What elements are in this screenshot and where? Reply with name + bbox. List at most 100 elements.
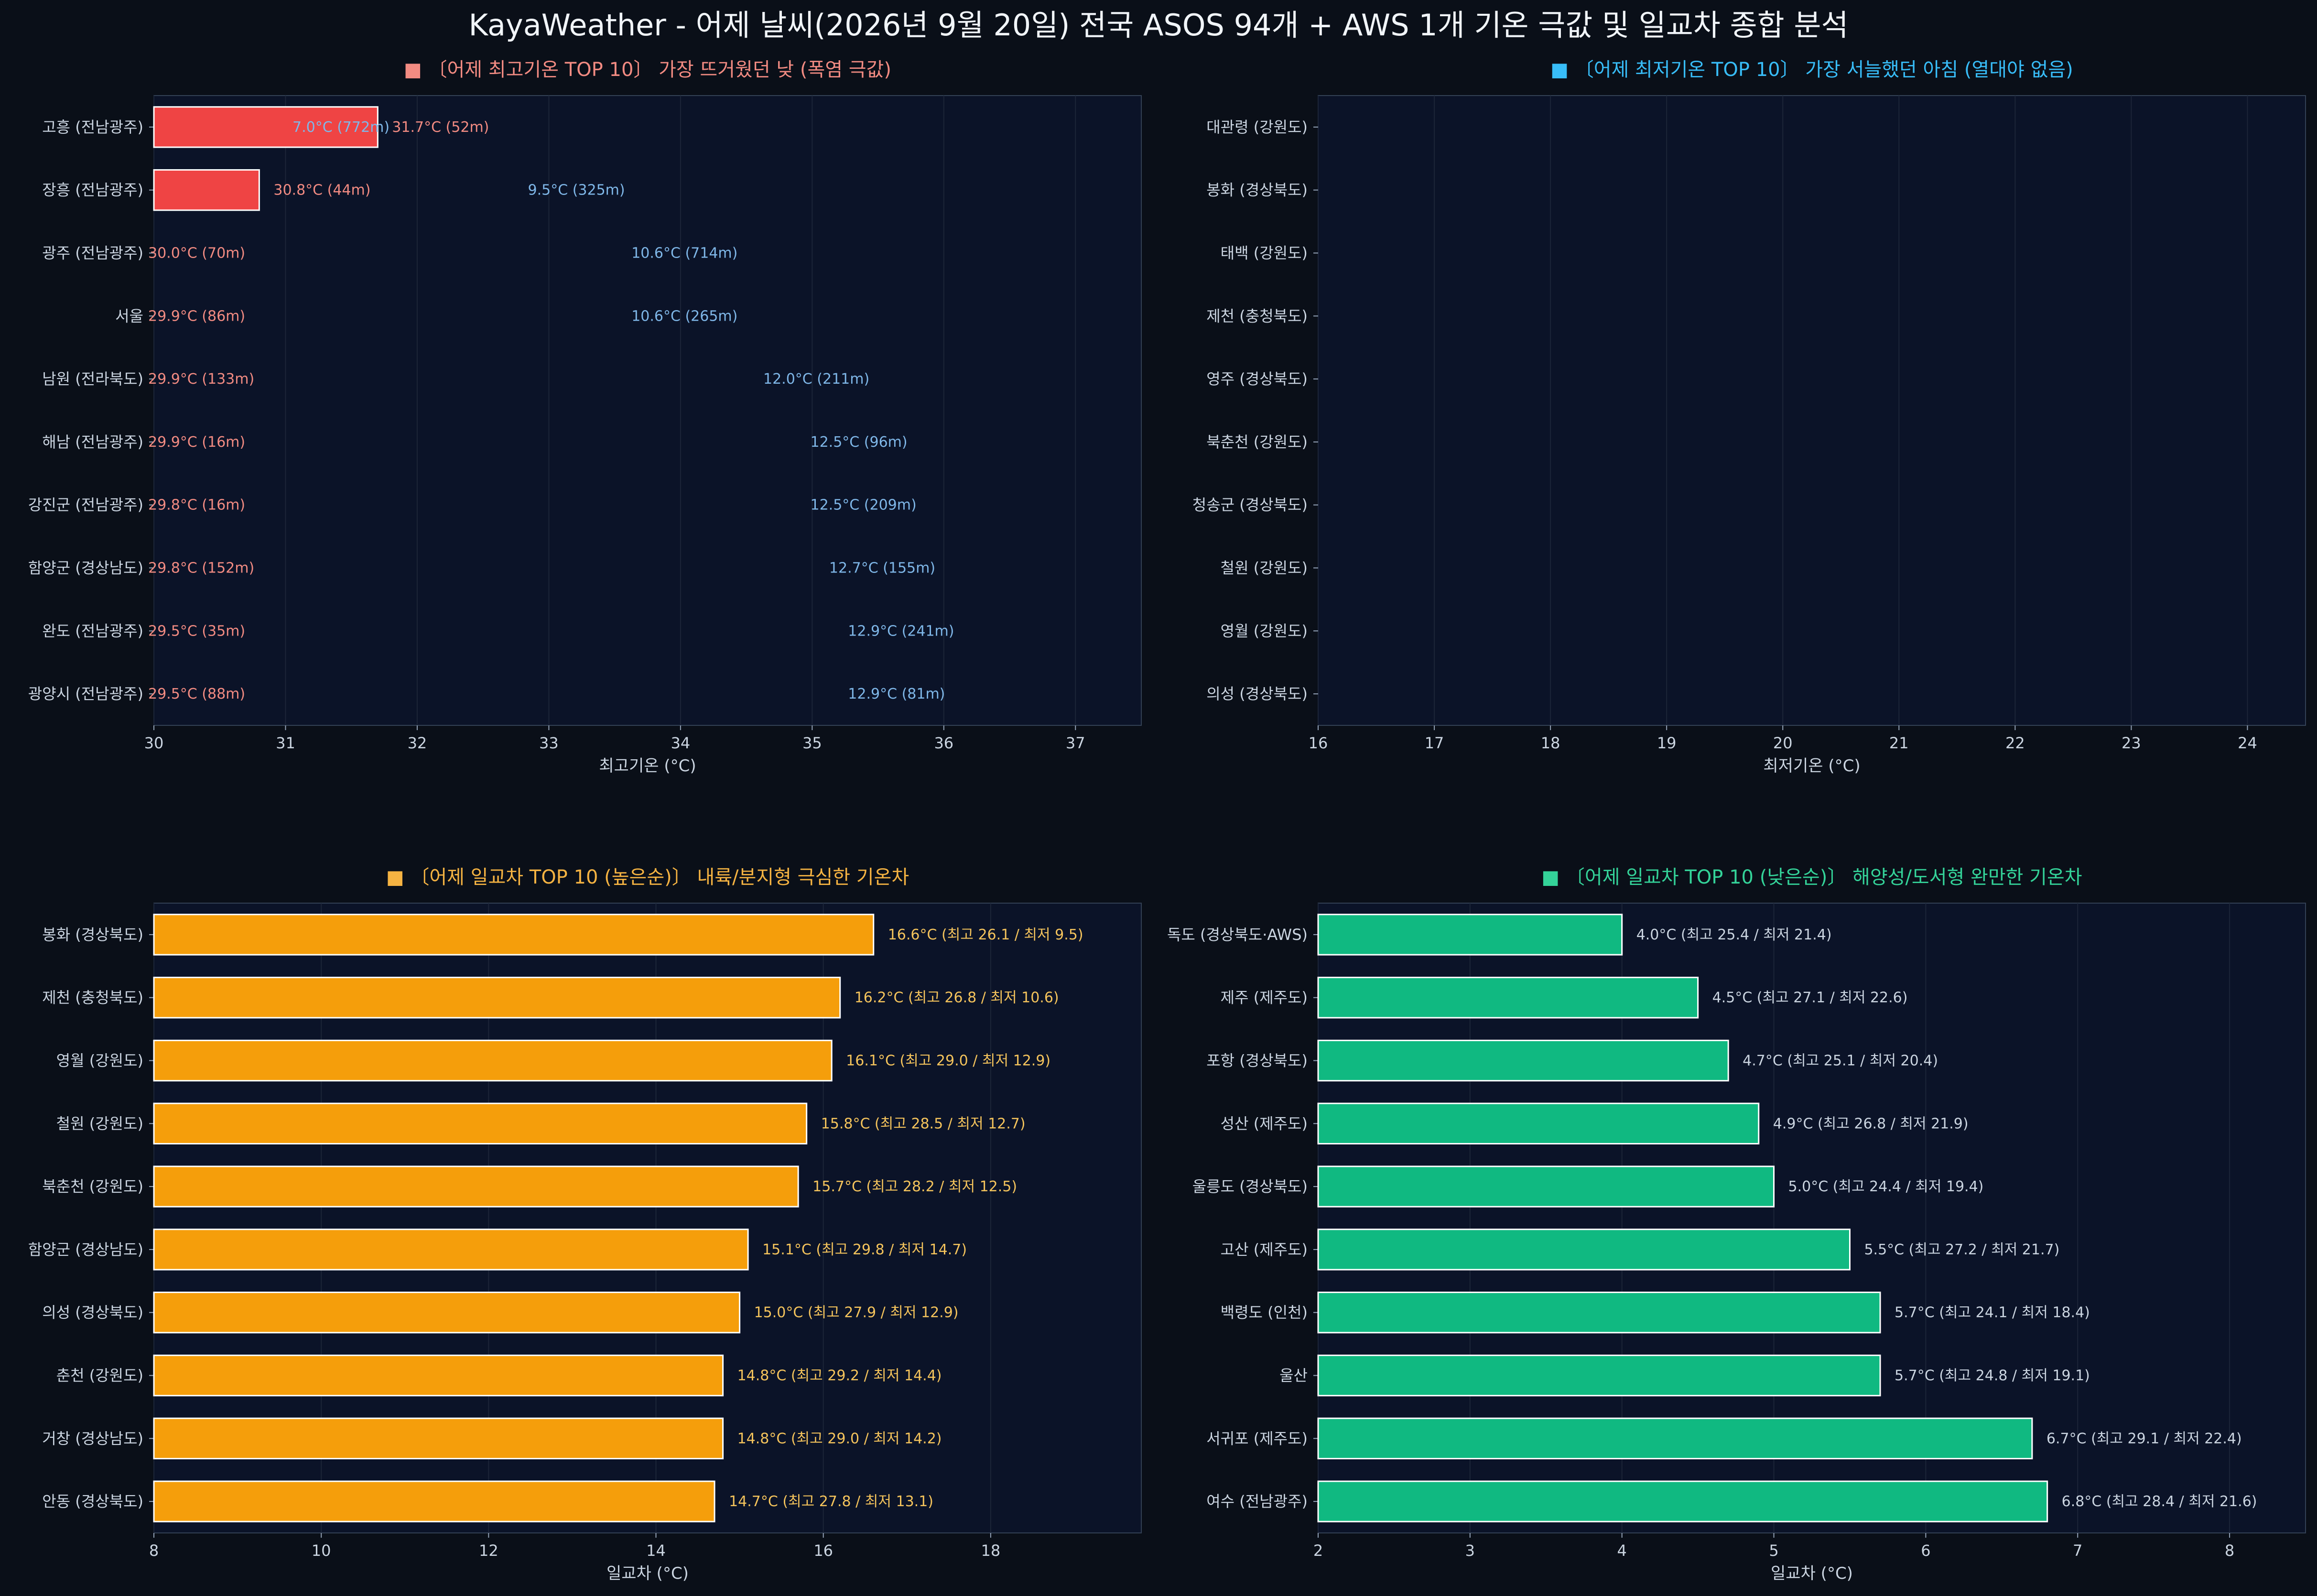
bar-range-high — [153, 1417, 724, 1459]
bar-range-low — [1317, 1229, 1851, 1271]
overlay-label-min-temp: 10.6°C (714m) — [631, 245, 737, 262]
data-label-range-low: 4.9°C (최고 26.8 / 최저 21.9) — [1773, 1115, 1969, 1132]
data-label-range-low: 5.7°C (최고 24.8 / 최저 19.1) — [1895, 1368, 2090, 1384]
y-tick-label-range-high: 제천 (충청북도) — [42, 989, 143, 1007]
x-tick-label-range-high: 16 — [813, 1542, 833, 1560]
x-tick-label-range-low: 7 — [2073, 1542, 2082, 1560]
y-tick-label-range-high: 북춘천 (강원도) — [42, 1177, 143, 1196]
x-axis-title-min-temp: 최저기온 (°C) — [1763, 756, 1860, 776]
bar-range-low — [1317, 1102, 1760, 1144]
data-label-max-temp: 29.5°C (88m) — [148, 686, 245, 702]
panel-title-range-low: ■ 〔어제 일교차 TOP 10 (낮은순)〕 해양성/도서형 완만한 기온차 — [1541, 866, 2082, 888]
data-label-max-temp: 29.9°C (133m) — [148, 371, 254, 388]
panel-title-range-high: ■ 〔어제 일교차 TOP 10 (높은순)〕 내륙/분지형 극심한 기온차 — [386, 866, 909, 888]
data-label-range-low: 5.5°C (최고 27.2 / 최저 21.7) — [1864, 1241, 2059, 1258]
y-tick-label-max-temp: 강진군 (전남광주) — [28, 496, 143, 514]
y-tick-label-max-temp: 해남 (전남광주) — [42, 433, 143, 451]
panel-title-max-temp: ■ 〔어제 최고기온 TOP 10〕 가장 뜨거웠던 낮 (폭염 극값) — [404, 59, 891, 81]
plot-area-max-temp — [153, 95, 1142, 726]
y-tick-label-max-temp: 남원 (전라북도) — [42, 370, 143, 388]
y-tick-label-min-temp: 의성 (경상북도) — [1206, 685, 1308, 703]
overlay-label-min-temp: 12.5°C (209m) — [811, 497, 917, 514]
overlay-label-min-temp: 12.9°C (81m) — [848, 686, 945, 702]
x-axis-title-range-high: 일교차 (°C) — [606, 1564, 689, 1583]
bar-range-high — [153, 977, 841, 1019]
bar-range-high — [153, 914, 875, 956]
bar-range-low — [1317, 1480, 2048, 1522]
data-label-range-high: 16.2°C (최고 26.8 / 최저 10.6) — [855, 990, 1059, 1006]
x-tick-label-range-low: 2 — [1313, 1542, 1323, 1560]
data-label-max-temp: 29.9°C (16m) — [148, 434, 245, 451]
y-tick-label-min-temp: 청송군 (경상북도) — [1192, 496, 1308, 514]
x-tick-label-max-temp: 37 — [1066, 734, 1085, 752]
x-tick-label-max-temp: 30 — [144, 734, 164, 752]
y-tick-label-range-low: 성산 (제주도) — [1221, 1114, 1308, 1132]
bar-range-low — [1317, 1039, 1729, 1082]
data-label-max-temp: 30.0°C (70m) — [148, 245, 245, 262]
overlay-label-min-temp: 7.0°C (772m) — [292, 119, 390, 136]
data-label-range-low: 5.0°C (최고 24.4 / 최저 19.4) — [1788, 1178, 1984, 1195]
bar-range-high — [153, 1354, 724, 1397]
x-tick-label-max-temp: 31 — [276, 734, 295, 752]
data-label-max-temp: 29.8°C (16m) — [148, 497, 245, 514]
y-tick-label-range-high: 봉화 (경상북도) — [42, 926, 143, 944]
y-tick-label-min-temp: 철원 (강원도) — [1221, 559, 1308, 577]
overlay-label-min-temp: 12.9°C (241m) — [848, 623, 954, 639]
x-tick-label-range-high: 10 — [312, 1542, 331, 1560]
x-tick-label-min-temp: 24 — [2238, 734, 2257, 752]
data-label-range-high: 15.1°C (최고 29.8 / 최저 14.7) — [762, 1241, 967, 1258]
bar-range-high — [153, 1039, 833, 1082]
data-label-range-low: 5.7°C (최고 24.1 / 최저 18.4) — [1895, 1305, 2090, 1321]
bar-range-high — [153, 1165, 799, 1208]
data-label-range-high: 14.7°C (최고 27.8 / 최저 13.1) — [729, 1493, 933, 1510]
y-tick-label-min-temp: 영월 (강원도) — [1221, 622, 1308, 640]
bar-range-high — [153, 1292, 741, 1334]
y-tick-label-min-temp: 대관령 (강원도) — [1206, 118, 1308, 136]
data-label-max-temp: 30.8°C (44m) — [273, 182, 370, 199]
y-tick-label-range-low: 고산 (제주도) — [1221, 1240, 1308, 1259]
x-axis-title-max-temp: 최고기온 (°C) — [599, 756, 696, 776]
x-tick-label-range-high: 8 — [149, 1542, 159, 1560]
y-tick-label-range-low: 서귀포 (제주도) — [1206, 1429, 1308, 1447]
x-axis-title-range-low: 일교차 (°C) — [1771, 1564, 1853, 1583]
overlay-label-min-temp: 12.5°C (96m) — [811, 434, 908, 451]
bar-range-low — [1317, 914, 1623, 956]
bar-range-low — [1317, 977, 1699, 1019]
x-tick-label-range-high: 18 — [981, 1542, 1000, 1560]
data-label-max-temp: 31.7°C (52m) — [392, 119, 489, 136]
main-title: KayaWeather - 어제 날씨(2026년 9월 20일) 전국 ASO… — [468, 8, 1849, 43]
data-label-range-high: 15.0°C (최고 27.9 / 최저 12.9) — [754, 1305, 959, 1321]
data-label-range-low: 6.8°C (최고 28.4 / 최저 21.6) — [2062, 1493, 2257, 1510]
bar-range-low — [1317, 1292, 1881, 1334]
y-tick-label-range-low: 울릉도 (경상북도) — [1192, 1177, 1308, 1196]
x-tick-label-range-low: 5 — [1769, 1542, 1778, 1560]
data-label-range-high: 16.6°C (최고 26.1 / 최저 9.5) — [888, 927, 1083, 943]
y-tick-label-min-temp: 제천 (충청북도) — [1206, 307, 1308, 325]
plot-area-min-temp — [1318, 95, 2306, 726]
y-tick-label-range-high: 안동 (경상북도) — [42, 1492, 143, 1510]
bar-range-high — [153, 1102, 808, 1144]
y-tick-label-min-temp: 봉화 (경상북도) — [1206, 181, 1308, 199]
y-tick-label-max-temp: 장흥 (전남광주) — [42, 181, 143, 199]
y-tick-label-range-high: 춘천 (강원도) — [56, 1367, 143, 1385]
y-tick-label-range-high: 철원 (강원도) — [56, 1114, 143, 1132]
x-tick-label-min-temp: 20 — [1773, 734, 1793, 752]
y-tick-label-range-high: 영월 (강원도) — [56, 1052, 143, 1070]
y-tick-label-range-high: 거창 (경상남도) — [42, 1429, 143, 1447]
x-tick-label-max-temp: 33 — [539, 734, 559, 752]
x-tick-label-min-temp: 17 — [1425, 734, 1444, 752]
x-tick-label-min-temp: 22 — [2005, 734, 2025, 752]
y-tick-label-range-low: 백령도 (인천) — [1221, 1304, 1308, 1322]
y-tick-label-range-low: 독도 (경상북도·AWS) — [1167, 926, 1308, 944]
bar-range-low — [1317, 1165, 1775, 1208]
y-tick-label-max-temp: 고흥 (전남광주) — [42, 118, 143, 136]
bar-range-high — [153, 1480, 715, 1522]
bar-range-low — [1317, 1417, 2033, 1459]
x-tick-label-max-temp: 36 — [934, 734, 953, 752]
x-tick-label-range-low: 8 — [2225, 1542, 2234, 1560]
y-tick-label-min-temp: 북춘천 (강원도) — [1206, 433, 1308, 451]
x-tick-label-min-temp: 18 — [1541, 734, 1560, 752]
data-label-range-low: 4.7°C (최고 25.1 / 최저 20.4) — [1743, 1053, 1938, 1069]
x-tick-label-range-high: 14 — [646, 1542, 666, 1560]
overlay-label-min-temp: 12.7°C (155m) — [829, 560, 935, 577]
